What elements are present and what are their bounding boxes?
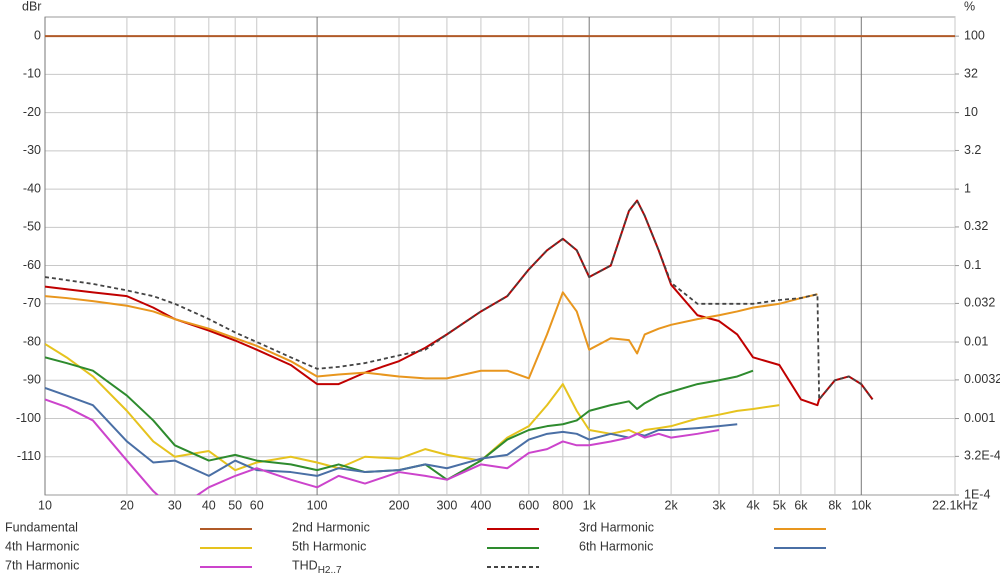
series-line bbox=[45, 199, 874, 401]
y2-tick-label: 0.32 bbox=[964, 219, 988, 233]
y-tick-label: -90 bbox=[23, 373, 41, 387]
x-tick-label: 50 bbox=[228, 498, 242, 512]
y-tick-label: -100 bbox=[16, 411, 41, 425]
legend-subscript: H2..7 bbox=[318, 565, 342, 576]
y-tick-label: -20 bbox=[23, 105, 41, 119]
x-tick-label: 20 bbox=[120, 498, 134, 512]
legend-label: 3rd Harmonic bbox=[579, 520, 654, 534]
x-tick-label: 60 bbox=[250, 498, 264, 512]
y2-tick-label: 0.001 bbox=[964, 411, 995, 425]
series-line bbox=[45, 398, 720, 495]
y-tick-label: -60 bbox=[23, 258, 41, 272]
x-tick-label: 3k bbox=[712, 498, 726, 512]
y2-tick-label: 1E-4 bbox=[964, 487, 990, 501]
x-tick-label: 22.1kHz bbox=[932, 498, 978, 512]
y-tick-label: -30 bbox=[23, 143, 41, 157]
series-line bbox=[45, 356, 754, 481]
series-line bbox=[45, 386, 738, 477]
legend-label: THDH2..7 bbox=[292, 558, 342, 575]
y2-tick-label: 32 bbox=[964, 66, 978, 80]
x-tick-label: 1k bbox=[583, 498, 597, 512]
legend-label: 7th Harmonic bbox=[5, 558, 79, 572]
y2-tick-label: 0.032 bbox=[964, 296, 995, 310]
y-tick-label: -50 bbox=[23, 220, 41, 234]
x-tick-label: 5k bbox=[773, 498, 787, 512]
y2-tick-label: 3.2 bbox=[964, 143, 981, 157]
x-tick-label: 200 bbox=[389, 498, 410, 512]
y2-tick-label: 0.1 bbox=[964, 258, 981, 272]
legend-label: 2nd Harmonic bbox=[292, 520, 370, 534]
x-tick-label: 6k bbox=[794, 498, 808, 512]
y-tick-label: -10 bbox=[23, 67, 41, 81]
x-tick-label: 800 bbox=[552, 498, 573, 512]
series-line bbox=[45, 291, 818, 380]
y2-axis-label: % bbox=[964, 0, 975, 13]
legend-label: 5th Harmonic bbox=[292, 539, 366, 553]
x-tick-label: 400 bbox=[470, 498, 491, 512]
y2-tick-label: 3.2E-4 bbox=[964, 449, 1000, 463]
y-tick-label: -80 bbox=[23, 334, 41, 348]
y-tick-label: -110 bbox=[17, 449, 41, 463]
x-tick-label: 600 bbox=[518, 498, 539, 512]
y-tick-label: -40 bbox=[23, 181, 41, 195]
y-tick-label: 0 bbox=[34, 28, 41, 42]
y2-tick-label: 1 bbox=[964, 181, 971, 195]
x-tick-label: 40 bbox=[202, 498, 216, 512]
x-tick-label: 100 bbox=[307, 498, 328, 512]
y2-tick-label: 0.0032 bbox=[964, 372, 1000, 386]
y2-tick-label: 100 bbox=[964, 28, 985, 42]
x-tick-label: 30 bbox=[168, 498, 182, 512]
legend-label: Fundamental bbox=[5, 520, 78, 534]
y-tick-label: -70 bbox=[23, 296, 41, 310]
legend-label: 6th Harmonic bbox=[579, 539, 653, 553]
y2-tick-label: 0.01 bbox=[964, 334, 988, 348]
x-tick-label: 10k bbox=[851, 498, 872, 512]
x-tick-label: 300 bbox=[436, 498, 457, 512]
y-axis-label: dBr bbox=[22, 0, 41, 13]
x-tick-label: 10 bbox=[38, 498, 52, 512]
x-tick-label: 4k bbox=[746, 498, 760, 512]
plot-area bbox=[44, 16, 956, 496]
legend-label: 4th Harmonic bbox=[5, 539, 79, 553]
x-tick-label: 2k bbox=[665, 498, 679, 512]
y2-tick-label: 10 bbox=[964, 105, 978, 119]
x-tick-label: 8k bbox=[828, 498, 842, 512]
